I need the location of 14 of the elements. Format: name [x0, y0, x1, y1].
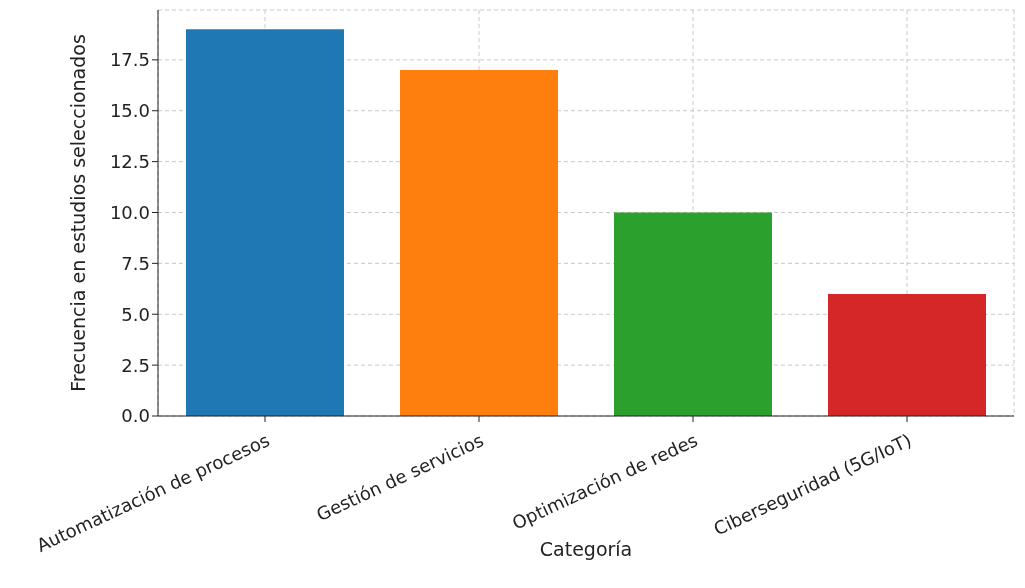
y-tick-label: 2.5 — [121, 354, 150, 376]
y-tick-label: 12.5 — [109, 151, 150, 172]
y-tick-label: 17.5 — [109, 49, 150, 71]
y-tick-label: 15.0 — [109, 100, 150, 122]
x-axis-title: Categoría — [539, 538, 633, 560]
bar — [614, 212, 772, 416]
y-tick-label: 10.0 — [109, 201, 150, 223]
bar — [186, 29, 344, 416]
y-axis-title: Frecuencia en estudios seleccionados — [66, 34, 89, 392]
y-tick-label: 5.0 — [121, 303, 150, 325]
bar — [400, 70, 558, 416]
y-tick-label: 0.0 — [121, 405, 150, 427]
bar — [828, 293, 986, 416]
y-tick-label: 7.5 — [121, 252, 150, 274]
